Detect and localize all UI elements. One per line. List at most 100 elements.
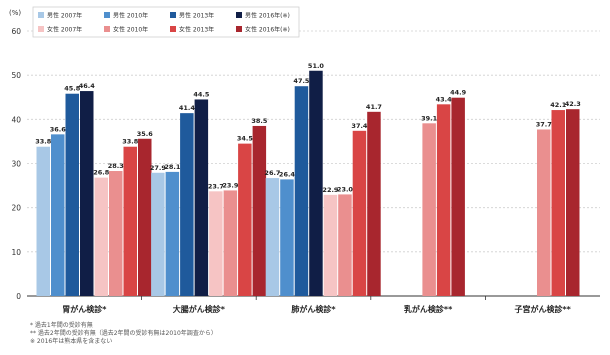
value-label: 26.7	[264, 169, 280, 177]
value-label: 22.9	[322, 186, 339, 194]
value-label: 28.1	[164, 163, 181, 171]
bar	[238, 143, 252, 296]
value-label: 51.0	[308, 62, 325, 70]
bar	[566, 109, 580, 296]
bar	[51, 134, 65, 296]
value-label: 33.8	[122, 138, 139, 146]
category-label: 子宮がん検診**	[515, 304, 572, 314]
value-label: 34.5	[237, 135, 254, 143]
legend-swatch	[236, 26, 242, 32]
legend-swatch	[236, 12, 242, 18]
category-label: 肺がん検診*	[291, 304, 336, 314]
x-axis: 胃がん検診* 大腸がん検診* 肺がん検診* 乳がん検診** 子宮がん検診**	[62, 296, 572, 314]
value-label: 45.8	[64, 85, 81, 93]
footnote-3: ※ 2016年は熊本県を含まない	[30, 338, 113, 345]
value-label: 37.7	[536, 120, 552, 128]
y-tick-label: 10	[11, 248, 21, 257]
value-label: 46.4	[79, 82, 96, 90]
y-tick-label: 60	[11, 27, 21, 36]
value-label: 41.7	[366, 103, 382, 111]
y-axis: 0 10 20 30 40 50 60	[11, 27, 21, 301]
value-label: 36.6	[50, 125, 67, 133]
value-label: 44.9	[450, 89, 467, 97]
value-labels: 33.836.645.846.426.828.333.835.627.928.1…	[35, 62, 581, 194]
value-label: 39.1	[421, 114, 438, 122]
legend-label: 男性 2010年	[113, 12, 148, 20]
value-label: 28.3	[108, 162, 124, 170]
bar	[367, 111, 381, 296]
bar	[551, 110, 565, 296]
legend-label: 女性 2007年	[47, 26, 82, 34]
legend-box	[32, 6, 300, 38]
bar	[451, 97, 465, 296]
value-label: 23.7	[208, 182, 224, 190]
bar	[252, 125, 267, 296]
legend-label: 男性 2016年(※)	[245, 12, 290, 20]
bar	[65, 93, 79, 296]
legend-label: 男性 2007年	[47, 12, 82, 20]
bar	[138, 138, 152, 296]
bar	[223, 190, 238, 296]
legend-swatch	[170, 12, 176, 18]
value-label: 26.8	[93, 169, 110, 177]
bar	[323, 194, 338, 296]
bar	[280, 179, 294, 296]
legend-swatch	[104, 12, 110, 18]
bar	[265, 178, 280, 296]
value-label: 42.1	[550, 101, 567, 109]
value-label: 43.4	[436, 95, 453, 103]
bar	[109, 171, 123, 296]
footnote-1: * 過去1年間の受診有無	[30, 322, 93, 329]
bar	[436, 104, 451, 296]
bar	[94, 177, 108, 296]
bar	[309, 70, 323, 296]
category-label: 胃がん検診*	[62, 304, 107, 314]
bar	[294, 86, 309, 296]
value-label: 23.9	[222, 181, 239, 189]
category-label: 大腸がん検診*	[173, 304, 226, 314]
bar	[422, 123, 436, 296]
legend-label: 女性 2010年	[113, 26, 148, 34]
bar	[165, 171, 180, 296]
bar	[180, 113, 194, 297]
value-label: 35.6	[137, 130, 154, 138]
legend-swatch	[38, 26, 44, 32]
bar	[352, 130, 367, 296]
legend-swatch	[170, 26, 176, 32]
value-label: 23.0	[337, 185, 354, 193]
y-tick-label: 20	[11, 204, 21, 213]
y-tick-label: 0	[16, 292, 21, 301]
bar	[338, 194, 352, 296]
value-label: 41.4	[179, 104, 196, 112]
y-tick-label: 30	[11, 160, 21, 169]
category-label: 乳がん検診**	[404, 304, 453, 314]
value-label: 37.4	[351, 122, 368, 130]
y-axis-label: (%)	[9, 9, 21, 17]
y-tick-label: 50	[11, 71, 21, 80]
value-label: 33.8	[35, 138, 52, 146]
footnotes: * 過去1年間の受診有無 ** 過去2年間の受診有無（過去2年間の受診有無は20…	[30, 322, 217, 346]
value-label: 27.9	[150, 164, 167, 172]
legend: 男性 2007年 男性 2010年 男性 2013年 男性 2016年(※) 女性 20…	[32, 6, 300, 38]
bar	[151, 172, 165, 296]
value-label: 38.5	[251, 117, 268, 125]
bar	[123, 146, 137, 296]
bar	[537, 129, 551, 296]
y-tick-label: 40	[11, 115, 21, 124]
footnote-2: ** 過去2年間の受診有無（過去2年間の受診有無は2010年調査から）	[30, 330, 217, 337]
bar	[80, 91, 94, 296]
legend-label: 女性 2013年	[179, 26, 214, 34]
value-label: 42.3	[565, 100, 581, 108]
bar	[36, 146, 50, 296]
legend-swatch	[38, 12, 44, 18]
legend-label: 女性 2016年(※)	[245, 26, 290, 34]
legend-swatch	[104, 26, 110, 32]
value-label: 47.5	[293, 77, 310, 85]
legend-label: 男性 2013年	[179, 12, 214, 20]
bar	[194, 99, 209, 296]
value-label: 44.5	[193, 90, 210, 98]
value-label: 26.4	[279, 170, 296, 178]
bar	[209, 191, 223, 296]
bars	[36, 70, 580, 297]
